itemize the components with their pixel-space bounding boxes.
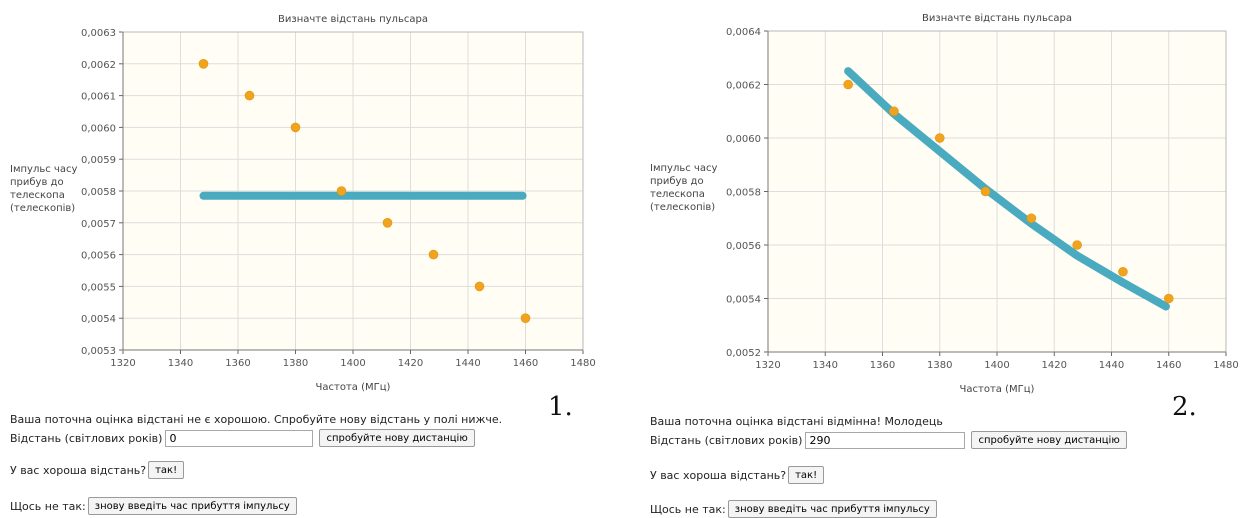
x-axis-label: Частота (МГц) — [316, 382, 391, 393]
something-wrong-row: Щось не так: знову введіть час прибуття … — [10, 497, 297, 515]
x-tick-label: 1380 — [283, 358, 308, 369]
chart-title: Визначте відстань пульсара — [922, 12, 1072, 24]
distance-label: Відстань (світлових років) — [650, 433, 803, 447]
try-new-distance-button[interactable]: спробуйте нову дистанцію — [319, 429, 475, 447]
x-tick-label: 1360 — [225, 358, 250, 369]
x-tick-label: 1480 — [1213, 360, 1238, 371]
pulsar-chart: 1320 1340 1360 1380 1400 1420 1440 1460 1480 0,00… — [10, 13, 596, 393]
chart-title: Визначте відстань пульсара — [278, 13, 428, 25]
distance-label: Відстань (світлових років) — [10, 431, 163, 445]
data-point — [889, 106, 899, 117]
y-axis-label: (телескопів) — [650, 201, 715, 213]
yes-button[interactable]: так! — [148, 461, 185, 479]
panel-2: 1320 1340 1360 1380 1400 1420 1440 1460 1480 0,00… — [636, 0, 1249, 518]
x-tick-label: 1320 — [755, 360, 780, 371]
data-point — [198, 58, 209, 69]
something-wrong-row: Щось не так: знову введіть час прибуття … — [650, 500, 937, 518]
y-tick-label: 0,0062 — [726, 81, 761, 92]
y-axis-label: прибув до — [650, 176, 704, 187]
distance-row: Відстань (світлових років) спробуйте нов… — [10, 429, 475, 447]
x-tick-label: 1480 — [570, 358, 595, 369]
y-axis-label: телескопа — [10, 190, 65, 201]
data-point — [382, 218, 393, 228]
x-tick-label: 1440 — [1099, 360, 1124, 371]
x-axis-label: Частота (МГц) — [960, 384, 1035, 395]
data-point — [1163, 293, 1174, 304]
data-point — [1118, 266, 1128, 277]
x-tick-label: 1360 — [870, 360, 895, 371]
y-tick-label: 0,0060 — [81, 123, 116, 134]
x-tick-label: 1460 — [513, 358, 538, 369]
try-new-distance-button[interactable]: спробуйте нову дистанцію — [971, 431, 1127, 449]
data-point — [934, 133, 945, 143]
good-distance-row: У вас хороша відстань? так! — [650, 466, 825, 484]
x-tick-label: 1400 — [984, 360, 1009, 371]
data-point — [474, 281, 485, 292]
y-axis-label: телескопа — [650, 189, 705, 200]
y-axis-label: прибув до — [10, 177, 64, 188]
y-tick-label: 0,0059 — [81, 155, 116, 166]
x-tick-label: 1340 — [813, 360, 838, 371]
good-distance-row: У вас хороша відстань? так! — [10, 461, 185, 479]
y-tick-label: 0,0056 — [726, 241, 761, 252]
x-tick-label: 1320 — [110, 358, 135, 369]
y-tick-label: 0,0056 — [81, 251, 116, 262]
y-tick-label: 0,0054 — [81, 314, 116, 325]
x-tick-label: 1420 — [1042, 360, 1067, 371]
data-point — [428, 249, 439, 260]
something-wrong-label: Щось не так: — [650, 502, 726, 516]
yes-button[interactable]: так! — [788, 466, 825, 484]
distance-input[interactable] — [805, 431, 966, 449]
good-distance-question: У вас хороша відстань? — [650, 468, 787, 482]
data-point — [843, 79, 853, 90]
y-tick-label: 0,0053 — [81, 346, 116, 357]
data-point — [290, 122, 301, 133]
x-tick-label: 1340 — [168, 358, 193, 369]
y-axis-label: Імпульс часу — [650, 163, 717, 174]
fit-line — [844, 67, 1170, 311]
x-tick-label: 1440 — [455, 358, 480, 369]
reenter-pulse-time-button[interactable]: знову введіть час прибуття імпульсу — [87, 497, 297, 515]
y-tick-label: 0,0061 — [81, 92, 116, 103]
y-tick-label: 0,0062 — [81, 60, 116, 71]
panel-1: 1320 1340 1360 1380 1400 1420 1440 1460 1480 0,00… — [0, 0, 620, 517]
distance-row: Відстань (світлових років) спробуйте нов… — [650, 431, 1127, 449]
something-wrong-label: Щось не так: — [10, 499, 86, 513]
figure-number: 1. — [548, 392, 573, 422]
data-point — [1072, 240, 1082, 250]
data-point — [980, 186, 991, 197]
data-point — [244, 90, 255, 101]
y-tick-label: 0,0063 — [81, 28, 116, 39]
y-tick-label: 0,0064 — [726, 27, 761, 38]
y-axis-label: Імпульс часу — [10, 164, 77, 175]
y-tick-label: 0,0057 — [81, 219, 116, 230]
data-point — [520, 313, 531, 324]
y-tick-label: 0,0054 — [726, 295, 761, 306]
figure-number: 2. — [1172, 392, 1197, 422]
good-distance-question: У вас хороша відстань? — [10, 463, 147, 477]
status-message: Ваша поточна оцінка відстані відмінна! М… — [650, 415, 943, 428]
x-tick-label: 1400 — [340, 358, 365, 369]
status-message: Ваша поточна оцінка відстані не є хорошо… — [10, 413, 503, 426]
y-axis-label: (телескопів) — [10, 202, 75, 214]
y-tick-label: 0,0058 — [81, 187, 116, 198]
data-point — [336, 186, 347, 196]
x-tick-label: 1460 — [1156, 360, 1181, 371]
x-tick-label: 1380 — [927, 360, 952, 371]
x-tick-label: 1420 — [398, 358, 423, 369]
y-tick-label: 0,0052 — [726, 348, 761, 359]
pulsar-chart: 1320 1340 1360 1380 1400 1420 1440 1460 1480 0,00… — [650, 12, 1239, 395]
y-tick-label: 0,0060 — [726, 134, 761, 145]
data-point — [1026, 213, 1037, 224]
distance-input[interactable] — [165, 429, 314, 447]
reenter-pulse-time-button[interactable]: знову введіть час прибуття імпульсу — [727, 500, 937, 518]
y-tick-label: 0,0058 — [726, 188, 761, 199]
y-tick-label: 0,0055 — [81, 282, 116, 293]
